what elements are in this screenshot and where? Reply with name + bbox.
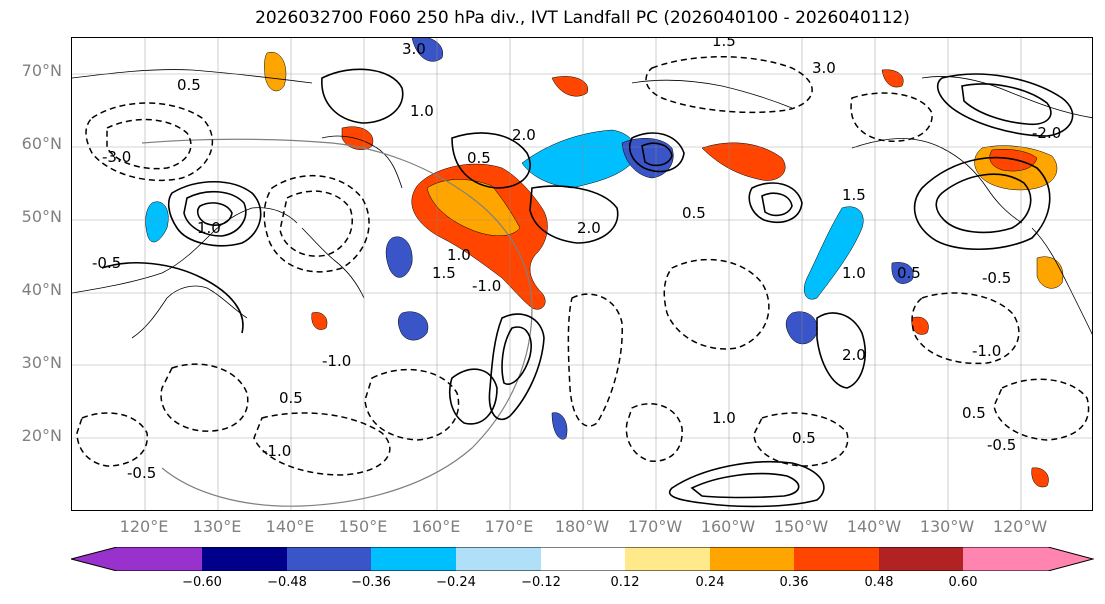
contour-label: -1.0 <box>262 442 291 460</box>
colorbar-tick-label: −0.36 <box>351 575 391 590</box>
contour-label: 1.0 <box>447 246 471 264</box>
contour-label: -0.5 <box>92 254 121 272</box>
colorbar-tick-label: 0.12 <box>610 575 640 590</box>
contour-label: 0.5 <box>279 389 303 407</box>
contour-label: -0.5 <box>987 436 1016 454</box>
contour-label: 2.0 <box>842 346 866 364</box>
contour-label: -3.0 <box>102 148 131 166</box>
colorbar-segment <box>541 547 625 571</box>
contour-label: 0.5 <box>897 264 921 282</box>
contour-label: -2.0 <box>1032 124 1061 142</box>
longitude-label: 150°W <box>773 517 829 536</box>
positive-contours <box>101 68 1074 508</box>
longitude-label: 120°W <box>992 517 1048 536</box>
colorbar-outline <box>71 547 1094 571</box>
contour-label: 0.5 <box>682 204 706 222</box>
colorbar-segment <box>456 547 541 571</box>
longitude-label: 120°E <box>119 517 169 536</box>
contour-label: -1.0 <box>472 277 501 295</box>
colorbar-segment <box>202 547 287 571</box>
contour-label: 1.0 <box>197 219 221 237</box>
contour-label: 1.5 <box>842 186 866 204</box>
longitude-label: 130°W <box>919 517 975 536</box>
longitude-label: 160°E <box>411 517 461 536</box>
latitude-label: 70°N <box>21 61 62 80</box>
colorbar-tick-label: −0.24 <box>436 575 476 590</box>
colorbar-segment <box>794 547 879 571</box>
contour-label: 1.0 <box>712 409 736 427</box>
colorbar-segment <box>710 547 794 571</box>
colorbar-segment <box>287 547 371 571</box>
contour-labels: 3.0 1.5 0.5 1.0 2.0 0.5 3.0 1.5 0.5 1.0 … <box>92 38 1061 482</box>
latitude-label: 40°N <box>21 280 62 299</box>
contour-label: -0.5 <box>982 269 1011 287</box>
longitude-label: 170°E <box>484 517 534 536</box>
colorbar-tick-label: 0.60 <box>948 575 978 590</box>
contour-label: 0.5 <box>792 429 816 447</box>
contour-label: -0.5 <box>127 464 156 482</box>
contour-label: 0.5 <box>467 149 491 167</box>
colorbar-segment <box>963 547 1093 571</box>
latitude-label: 50°N <box>21 207 62 226</box>
longitude-label: 150°E <box>338 517 388 536</box>
landfall-region-outline <box>141 138 533 507</box>
contour-label: 3.0 <box>402 40 426 58</box>
colorbar-tick-label: −0.60 <box>182 575 222 590</box>
longitude-label: 180°W <box>554 517 610 536</box>
pc-shading <box>145 38 1064 488</box>
contour-label: 0.5 <box>962 404 986 422</box>
longitude-label: 130°E <box>192 517 242 536</box>
contour-label: -1.0 <box>972 342 1001 360</box>
contour-label: 2.0 <box>577 219 601 237</box>
negative-contours <box>76 56 1090 476</box>
contour-label: 1.0 <box>410 102 434 120</box>
colorbar-segment <box>879 547 963 571</box>
contour-label: -1.0 <box>322 352 351 370</box>
colorbar-tick-label: 0.36 <box>779 575 809 590</box>
colorbar-tick-label: 0.48 <box>864 575 894 590</box>
map-plot-area: 3.0 1.5 0.5 1.0 2.0 0.5 3.0 1.5 0.5 1.0 … <box>71 37 1093 511</box>
coastlines <box>72 69 1092 339</box>
longitude-label: 170°W <box>627 517 683 536</box>
longitude-label: 160°W <box>700 517 756 536</box>
colorbar-segment <box>371 547 456 571</box>
colorbar-tick-label: −0.48 <box>267 575 307 590</box>
colorbar <box>71 547 1094 571</box>
colorbar-segment <box>625 547 710 571</box>
latitude-label: 60°N <box>21 134 62 153</box>
contour-label: 1.5 <box>432 264 456 282</box>
map-title: 2026032700 F060 250 hPa div., IVT Landfa… <box>255 8 910 28</box>
map-canvas: 3.0 1.5 0.5 1.0 2.0 0.5 3.0 1.5 0.5 1.0 … <box>72 38 1092 510</box>
contour-label: 3.0 <box>812 59 836 77</box>
contour-label: 0.5 <box>177 76 201 94</box>
colorbar-segment <box>71 547 202 571</box>
contour-label: 2.0 <box>512 126 536 144</box>
colorbar-tick-label: 0.24 <box>695 575 725 590</box>
graticule <box>72 38 1092 510</box>
latitude-label: 30°N <box>21 353 62 372</box>
contour-label: 1.0 <box>842 264 866 282</box>
contour-label: 1.5 <box>712 38 736 50</box>
colorbar-tick-label: −0.12 <box>521 575 561 590</box>
longitude-label: 140°E <box>265 517 315 536</box>
longitude-label: 140°W <box>846 517 902 536</box>
latitude-label: 20°N <box>21 426 62 445</box>
